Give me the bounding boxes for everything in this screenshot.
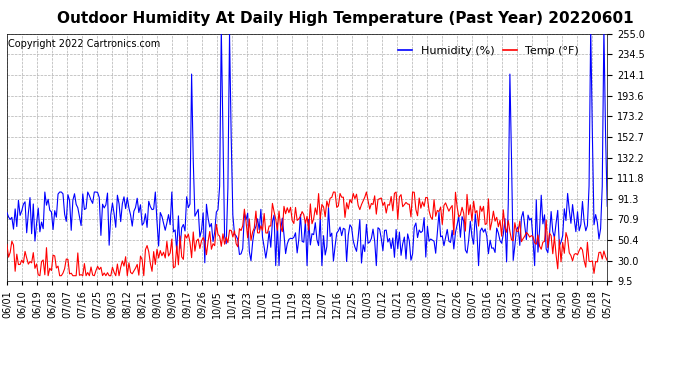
Legend: Humidity (%), Temp (°F): Humidity (%), Temp (°F) [394,42,584,61]
Text: Copyright 2022 Cartronics.com: Copyright 2022 Cartronics.com [8,39,160,49]
Text: Outdoor Humidity At Daily High Temperature (Past Year) 20220601: Outdoor Humidity At Daily High Temperatu… [57,11,633,26]
